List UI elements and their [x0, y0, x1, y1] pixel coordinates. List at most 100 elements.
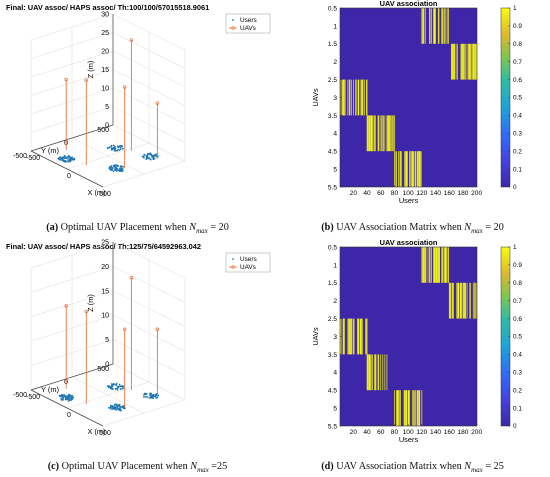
y-tick-label: 5.5 — [328, 184, 337, 191]
user-point — [115, 383, 117, 386]
heatmap-cell — [414, 151, 416, 187]
heatmap-cell — [379, 115, 381, 152]
heatmap-cell — [370, 354, 371, 391]
x-axis-line — [30, 389, 104, 427]
chart-title: Final: UAV assoc/ HAPS assoc/ Th:125/75/… — [6, 242, 201, 251]
heatmap-cell — [469, 43, 471, 80]
heatmap-cell — [474, 282, 476, 319]
user-point — [59, 156, 62, 159]
y-tick-label: 2.5 — [328, 77, 337, 84]
heatmap-cell — [368, 115, 370, 152]
heatmap-cell — [350, 318, 351, 355]
heatmap-cell — [462, 282, 464, 319]
heatmap-cell — [353, 318, 354, 355]
user-point — [114, 403, 117, 406]
user-point — [122, 406, 124, 409]
heatmap-cell — [424, 247, 426, 283]
heatmap-cell — [457, 282, 458, 319]
heatmap-cell — [384, 115, 386, 152]
uav-point — [122, 327, 127, 332]
heatmap-cell — [421, 247, 423, 283]
legend-users-label: Users — [240, 256, 257, 263]
heatmap-cell — [472, 282, 474, 319]
user-point — [60, 397, 63, 400]
heatmap-cell — [470, 43, 471, 80]
legend-uavs-marker — [231, 265, 235, 269]
colorbar-tick-label: 0.4 — [513, 352, 522, 359]
heatmap-cell — [470, 43, 472, 80]
user-point — [121, 170, 123, 173]
z-axis-label: Z (m) — [86, 61, 95, 79]
user-point — [144, 396, 147, 398]
uav-placement-plot-a: Final: UAV assoc/ HAPS assoc/ Th:100/100… — [0, 0, 275, 238]
heatmap-cell — [434, 247, 436, 283]
user-point — [68, 393, 70, 396]
heatmap-cell — [457, 282, 459, 319]
y-tick-label: 5 — [333, 167, 337, 174]
user-point — [151, 155, 154, 158]
user-point — [64, 395, 66, 398]
heatmap-cell — [344, 318, 345, 355]
heatmap-cell — [361, 318, 362, 355]
heatmap-cell — [451, 282, 453, 319]
user-point — [57, 157, 60, 160]
heatmap-cell — [365, 318, 367, 355]
user-point — [117, 385, 120, 388]
user-point — [107, 385, 109, 388]
heatmap-cell — [370, 354, 372, 391]
colorbar-tick-label: 0.6 — [513, 77, 522, 84]
user-point — [70, 396, 73, 399]
user-point — [145, 158, 148, 161]
user-point — [152, 397, 155, 400]
heatmap-cell — [374, 115, 375, 152]
user-point — [67, 400, 70, 402]
heatmap-cell — [454, 43, 456, 80]
y-axis-line — [30, 363, 114, 391]
user-point — [66, 396, 68, 399]
heatmap-cell — [462, 43, 464, 80]
gridline — [30, 290, 186, 328]
heatmap-cell — [353, 318, 355, 355]
heatmap-cell — [453, 282, 454, 319]
user-point — [145, 392, 148, 395]
y-tick-label: 1 — [333, 262, 337, 269]
uav-association-plot-d: UAV association 20 40 60 80 100 120 140 160 180 20… — [275, 238, 550, 477]
y-tick-label: 2.5 — [328, 316, 337, 323]
heatmap-cell — [424, 247, 425, 283]
heatmap-cell — [368, 115, 369, 152]
user-point — [113, 148, 116, 150]
user-point — [116, 405, 119, 408]
heatmap-cell — [444, 8, 445, 44]
user-point — [66, 156, 69, 158]
heatmap-cell — [353, 79, 354, 116]
user-point — [69, 399, 71, 401]
y-tick-label: 0.5 — [328, 5, 337, 12]
user-point — [149, 392, 152, 395]
user-point — [72, 159, 75, 161]
x-tick-label: 0 — [67, 173, 71, 180]
colorbar-tick-label: 0.7 — [513, 298, 522, 305]
heatmap-cell — [437, 247, 439, 283]
heatmap-cell — [421, 390, 423, 426]
heatmap-cell — [446, 247, 447, 283]
x-tick-label: 100 — [403, 429, 414, 436]
legend-users-marker — [232, 258, 234, 260]
heatmap-cell — [363, 79, 365, 116]
x-axis-label: X (m) — [87, 427, 105, 436]
user-point — [63, 160, 66, 163]
user-point — [110, 388, 113, 390]
colorbar-tick-label: 0.2 — [513, 148, 522, 155]
user-point — [111, 408, 114, 410]
x-tick-label: -500 — [26, 155, 40, 162]
heatmap-cell — [361, 79, 363, 116]
heatmap-cell — [465, 282, 467, 319]
heatmap-cell — [366, 79, 368, 116]
y-tick-label: 4.5 — [328, 388, 337, 395]
gridline — [30, 314, 186, 352]
y-tick-label: 4.5 — [328, 149, 337, 156]
colorbar-tick-label: 0.9 — [513, 262, 522, 269]
heatmap-cell — [387, 115, 389, 152]
heatmap-cell — [442, 247, 444, 283]
chart-title: Final: UAV assoc/ HAPS assoc/ Th:100/100… — [6, 3, 209, 12]
heatmap-cell — [413, 390, 414, 426]
